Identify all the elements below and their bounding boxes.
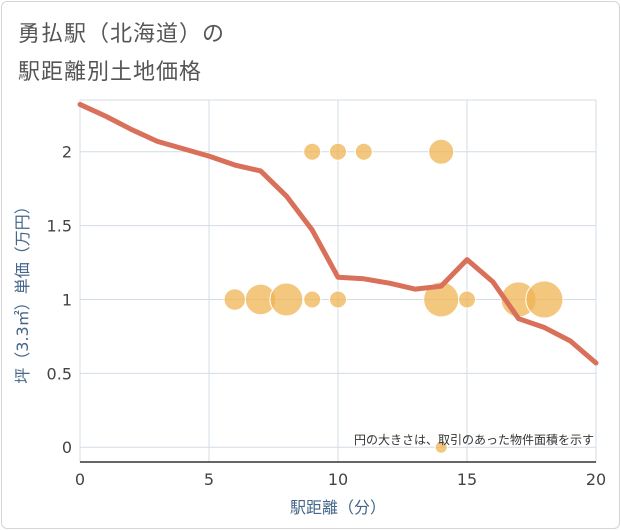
bubble — [303, 290, 322, 309]
size-note: 円の大きさは、取引のあった物件面積を示す — [354, 432, 594, 447]
bubble — [458, 290, 476, 309]
y-axis-title: 坪（3.3㎡）単価（万円） — [13, 198, 32, 383]
bubble — [223, 288, 247, 311]
y-tick-label: 1 — [62, 290, 72, 309]
x-tick-label: 15 — [457, 470, 477, 489]
x-tick-label: 20 — [586, 470, 606, 489]
bubble — [428, 138, 455, 165]
bubble-layer — [223, 138, 564, 454]
bubble — [269, 282, 304, 317]
x-axis-title: 駅距離（分） — [290, 498, 386, 517]
x-tick-label: 0 — [75, 470, 85, 489]
tick-layer: 0 5 10 15 20 0 0.5 1 1.5 2 — [47, 143, 607, 489]
x-tick-label: 5 — [204, 470, 214, 489]
bubble — [303, 142, 322, 161]
bubble — [525, 280, 564, 319]
bubble — [434, 440, 448, 454]
y-tick-label: 0.5 — [47, 364, 72, 383]
chart-title-line2: 駅距離別土地価格 — [18, 60, 203, 85]
y-tick-label: 1.5 — [47, 217, 72, 236]
chart-title-line1: 勇払駅（北海道）の — [18, 22, 226, 47]
bubble — [329, 142, 347, 161]
y-tick-label: 2 — [62, 143, 72, 162]
line-layer — [77, 101, 599, 366]
y-tick-label: 0 — [62, 438, 72, 457]
trend-line — [77, 101, 599, 366]
x-tick-label: 10 — [328, 470, 348, 489]
bubble — [329, 290, 347, 309]
bubble — [354, 142, 373, 161]
